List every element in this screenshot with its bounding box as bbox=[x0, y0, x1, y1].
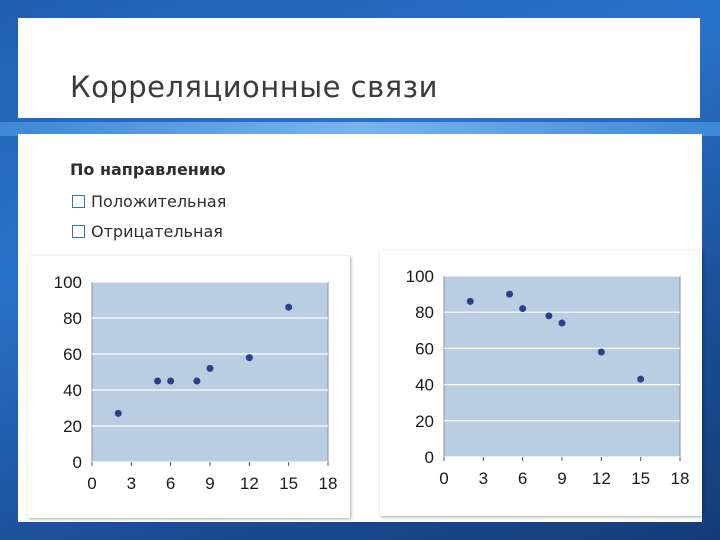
chart-negative-data-point bbox=[637, 375, 645, 383]
chart-negative-x-tick-label: 3 bbox=[479, 469, 488, 488]
chart-positive-data-point bbox=[154, 377, 162, 385]
chart-positive-y-tick-label: 80 bbox=[63, 309, 82, 328]
chart-negative-y-tick-label: 80 bbox=[415, 303, 434, 322]
chart-positive-plot-area bbox=[91, 281, 329, 463]
chart-negative-data-point bbox=[506, 290, 514, 298]
subheading: По направлению bbox=[70, 160, 226, 179]
chart-positive-y-tick-label: 60 bbox=[63, 345, 82, 364]
chart-negative-y-tick-label: 0 bbox=[425, 448, 434, 467]
bullet-negative-label: Отрицательная bbox=[91, 222, 223, 241]
chart-positive-data-point bbox=[285, 303, 293, 311]
chart-positive: 0 20 40 60 80 100 0 3 6 9 12 15 18 bbox=[54, 273, 338, 493]
chart-positive-y-tick-label: 0 bbox=[73, 453, 82, 472]
chart-positive-data-point bbox=[167, 377, 175, 385]
chart-negative-data-point bbox=[466, 297, 474, 305]
chart-positive-data-point bbox=[245, 354, 253, 362]
chart-positive-x-tick-label: 9 bbox=[205, 474, 214, 493]
slide-title: Корреляционные связи bbox=[70, 70, 438, 104]
checkbox-square-icon bbox=[72, 195, 85, 208]
chart-negative-y-tick-label: 100 bbox=[406, 267, 434, 286]
bullet-positive-label: Положительная bbox=[91, 192, 227, 211]
chart-positive-x-tick-label: 0 bbox=[87, 474, 96, 493]
chart-positive-x-tick-label: 15 bbox=[279, 474, 298, 493]
chart-positive-data-point bbox=[193, 377, 201, 385]
chart-negative-x-tick-label: 18 bbox=[671, 469, 690, 488]
chart-positive-y-tick-label: 100 bbox=[54, 273, 82, 292]
chart-positive-y-tick-label: 40 bbox=[63, 381, 82, 400]
chart-negative: 0 20 40 60 80 100 0 3 6 9 12 15 18 bbox=[406, 267, 690, 488]
title-panel: Корреляционные связи bbox=[18, 18, 700, 118]
chart-positive-x-tick-label: 3 bbox=[127, 474, 136, 493]
bullet-negative: Отрицательная bbox=[72, 222, 223, 241]
chart-positive-x-tick-label: 18 bbox=[319, 474, 338, 493]
chart-negative-y-tick-label: 60 bbox=[415, 339, 434, 358]
chart-negative-y-tick-label: 20 bbox=[415, 412, 434, 431]
chart-negative-x-tick-label: 0 bbox=[439, 469, 448, 488]
chart-negative-x-tick-label: 15 bbox=[631, 469, 650, 488]
chart-negative-data-point bbox=[558, 319, 566, 327]
chart-positive-data-point bbox=[114, 409, 122, 417]
chart-positive-x-tick-label: 12 bbox=[240, 474, 259, 493]
chart-positive-x-tick-label: 6 bbox=[166, 474, 175, 493]
chart-negative-x-tick-label: 12 bbox=[592, 469, 611, 488]
chart-negative-data-point bbox=[597, 348, 605, 356]
chart-positive-card: 0 20 40 60 80 100 0 3 6 9 12 15 18 bbox=[28, 256, 350, 518]
chart-negative-x-tick-label: 6 bbox=[518, 469, 527, 488]
chart-negative-card: 0 20 40 60 80 100 0 3 6 9 12 15 18 bbox=[380, 250, 702, 516]
chart-negative-plot-area bbox=[443, 275, 681, 458]
chart-positive-y-tick-label: 20 bbox=[63, 417, 82, 436]
chart-negative-data-point bbox=[545, 312, 553, 320]
decor-stripe-top bbox=[0, 122, 720, 136]
chart-negative-data-point bbox=[519, 305, 527, 313]
chart-negative-y-tick-label: 40 bbox=[415, 376, 434, 395]
checkbox-square-icon bbox=[72, 225, 85, 238]
chart-negative-x-tick-label: 9 bbox=[557, 469, 566, 488]
chart-positive-data-point bbox=[206, 364, 214, 372]
bullet-positive: Положительная bbox=[72, 192, 226, 211]
